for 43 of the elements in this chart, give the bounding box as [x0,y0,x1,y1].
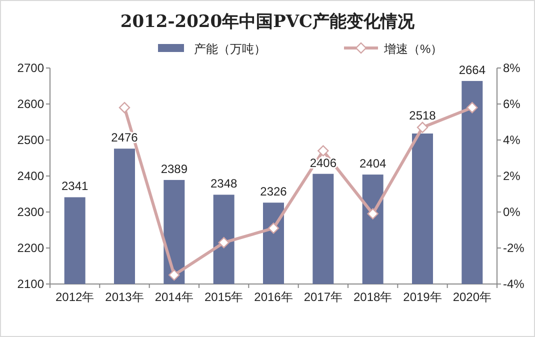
point [416,122,428,133]
point [118,102,130,114]
data-label: 2518 [409,108,436,122]
legend-label: 增速（%） [383,42,443,56]
data-label: 2664 [458,62,486,77]
point [218,237,230,248]
y-tick-label: 2600 [17,97,44,111]
point [367,208,378,220]
data-label: 2406 [310,156,337,170]
y2-tick-label: -4% [503,277,525,291]
x-tick-label: 2012年 [55,290,94,304]
y2-tick-label: 4% [503,133,521,147]
x-tick-label: 2017年 [304,290,343,304]
point [268,222,280,234]
y2-tick-label: 6% [503,97,521,111]
point [466,102,478,114]
y2-tick-label: 2% [503,169,521,183]
x-tick-label: 2013年 [105,290,144,304]
point [168,269,180,281]
point [318,145,329,156]
y-tick-label: 2300 [17,205,44,219]
y2-tick-label: 0% [503,205,521,219]
x-tick-label: 2018年 [353,290,392,304]
x-tick-label: 2015年 [204,290,244,304]
y2-tick-label: -2% [503,241,525,255]
x-tick-label: 2016年 [254,290,293,304]
y2-tick-label: 8% [503,61,521,75]
data-label: 2341 [61,179,89,194]
legend-label: 产能（万吨） [194,42,266,56]
y-tick-label: 2700 [17,61,44,75]
data-label: 2404 [359,156,387,171]
x-tick-label: 2019年 [403,290,442,304]
data-label: 2326 [260,184,288,199]
chart-title: 2012-2020年中国PVC产能变化情况 [120,12,416,32]
data-label: 2476 [111,130,138,145]
x-tick-label: 2020年 [452,290,492,304]
y-tick-label: 2500 [17,133,44,147]
y-tick-label: 2100 [17,277,44,291]
y-tick-label: 2200 [17,241,44,255]
data-label: 2348 [210,176,238,191]
x-tick-label: 2014年 [154,290,194,304]
y-tick-label: 2400 [17,169,44,183]
data-label: 2389 [160,162,188,176]
